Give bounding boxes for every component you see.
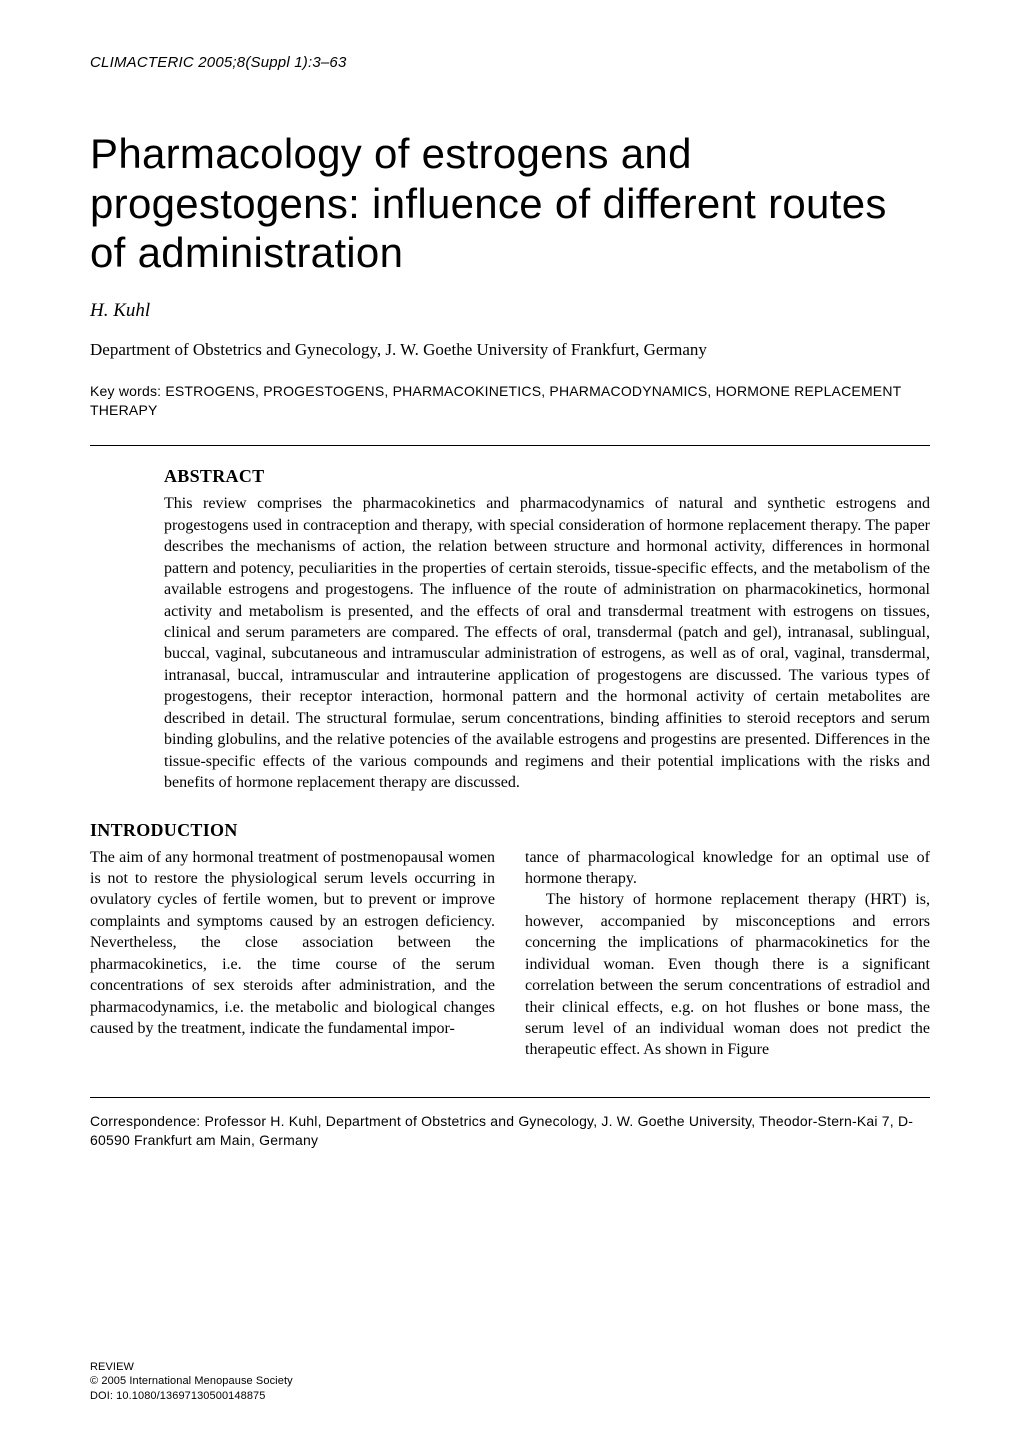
abstract-body: This review comprises the pharmacokineti… xyxy=(164,493,930,793)
page-container: CLIMACTERIC 2005;8(Suppl 1):3–63 Pharmac… xyxy=(0,0,1020,1443)
article-title: Pharmacology of estrogens and progestoge… xyxy=(90,129,930,278)
keywords-block: Key words: ESTROGENS, PROGESTOGENS, PHAR… xyxy=(90,382,930,420)
page-footer: REVIEW © 2005 International Menopause So… xyxy=(90,1360,930,1403)
body-columns: The aim of any hormonal treatment of pos… xyxy=(90,847,930,1061)
footer-review: REVIEW xyxy=(90,1360,930,1374)
rule-top xyxy=(90,445,930,446)
intro-paragraph-1a: The aim of any hormonal treatment of pos… xyxy=(90,847,495,1040)
keywords-label: Key words: xyxy=(90,383,161,399)
rule-bottom xyxy=(90,1097,930,1098)
footer-copyright: © 2005 International Menopause Society xyxy=(90,1374,930,1388)
intro-paragraph-1b: tance of pharmacological knowledge for a… xyxy=(525,847,930,890)
keywords-text: ESTROGENS, PROGESTOGENS, PHARMACOKINETIC… xyxy=(90,383,901,418)
intro-paragraph-2: The history of hormone replacement thera… xyxy=(525,889,930,1061)
bottom-rule-wrap: Correspondence: Professor H. Kuhl, Depar… xyxy=(90,1097,930,1150)
journal-header: CLIMACTERIC 2005;8(Suppl 1):3–63 xyxy=(90,54,930,71)
abstract-block: ABSTRACT This review comprises the pharm… xyxy=(164,466,930,793)
author-affiliation: Department of Obstetrics and Gynecology,… xyxy=(90,340,930,360)
introduction-heading: INTRODUCTION xyxy=(90,820,930,841)
abstract-heading: ABSTRACT xyxy=(164,466,930,487)
author-name: H. Kuhl xyxy=(90,300,930,322)
footer-doi: DOI: 10.1080/13697130500148875 xyxy=(90,1389,930,1403)
correspondence-block: Correspondence: Professor H. Kuhl, Depar… xyxy=(90,1112,930,1150)
